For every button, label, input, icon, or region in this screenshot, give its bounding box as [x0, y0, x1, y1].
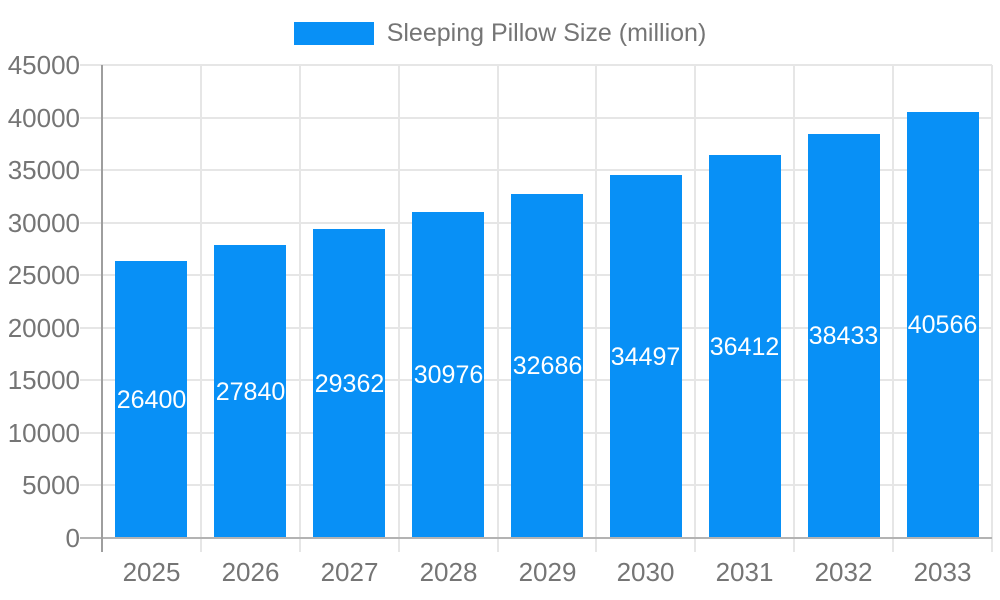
y-axis-line: [101, 65, 103, 552]
vertical-gridline: [694, 65, 696, 552]
vertical-gridline: [299, 65, 301, 552]
x-axis-tick-label: 2028: [419, 557, 478, 587]
legend-label[interactable]: Sleeping Pillow Size (million): [386, 19, 707, 47]
vertical-gridline: [497, 65, 499, 552]
x-axis-tick-label: 2029: [518, 557, 577, 587]
chart-legend: Sleeping Pillow Size (million): [0, 19, 1000, 48]
bar[interactable]: [610, 175, 682, 538]
horizontal-gridline: [80, 169, 992, 171]
x-axis-tick-label: 2032: [814, 557, 873, 587]
y-axis-tick-label: 30000: [7, 208, 80, 238]
x-axis-tick-label: 2031: [715, 557, 774, 587]
vertical-gridline: [398, 65, 400, 552]
y-axis-tick-label: 10000: [7, 418, 80, 448]
bar[interactable]: [115, 261, 187, 538]
x-axis-tick-label: 2027: [320, 557, 379, 587]
vertical-gridline: [595, 65, 597, 552]
bar[interactable]: [808, 134, 880, 538]
x-axis-tick-label: 2025: [122, 557, 181, 587]
y-axis-tick-label: 45000: [7, 50, 80, 80]
x-axis-tick-label: 2033: [913, 557, 972, 587]
bar[interactable]: [709, 155, 781, 538]
bar[interactable]: [907, 112, 979, 538]
vertical-gridline: [200, 65, 202, 552]
x-axis-baseline: [80, 537, 992, 539]
plot-area: 0 5000 10000 15000 20000 25000 30000 35000 40000…: [8, 50, 993, 587]
y-axis-tick-label: 25000: [7, 260, 80, 290]
bar[interactable]: [412, 212, 484, 538]
vertical-gridline: [991, 65, 993, 552]
bar[interactable]: [511, 194, 583, 538]
vertical-gridline: [793, 65, 795, 552]
y-axis-tick-label: 20000: [7, 313, 80, 343]
y-axis-tick-label: 35000: [7, 155, 80, 185]
horizontal-gridline: [80, 117, 992, 119]
legend-swatch[interactable]: [293, 22, 374, 45]
y-axis-tick-label: 0: [65, 523, 80, 553]
bar[interactable]: [214, 245, 286, 538]
bar[interactable]: [313, 229, 385, 538]
x-axis-tick-label: 2026: [221, 557, 280, 587]
x-axis-tick-label: 2030: [616, 557, 675, 587]
horizontal-gridline: [80, 64, 992, 66]
y-axis-tick-label: 5000: [22, 470, 80, 500]
y-axis-tick-label: 40000: [7, 103, 80, 133]
vertical-gridline: [892, 65, 894, 552]
y-axis-tick-label: 15000: [7, 365, 80, 395]
